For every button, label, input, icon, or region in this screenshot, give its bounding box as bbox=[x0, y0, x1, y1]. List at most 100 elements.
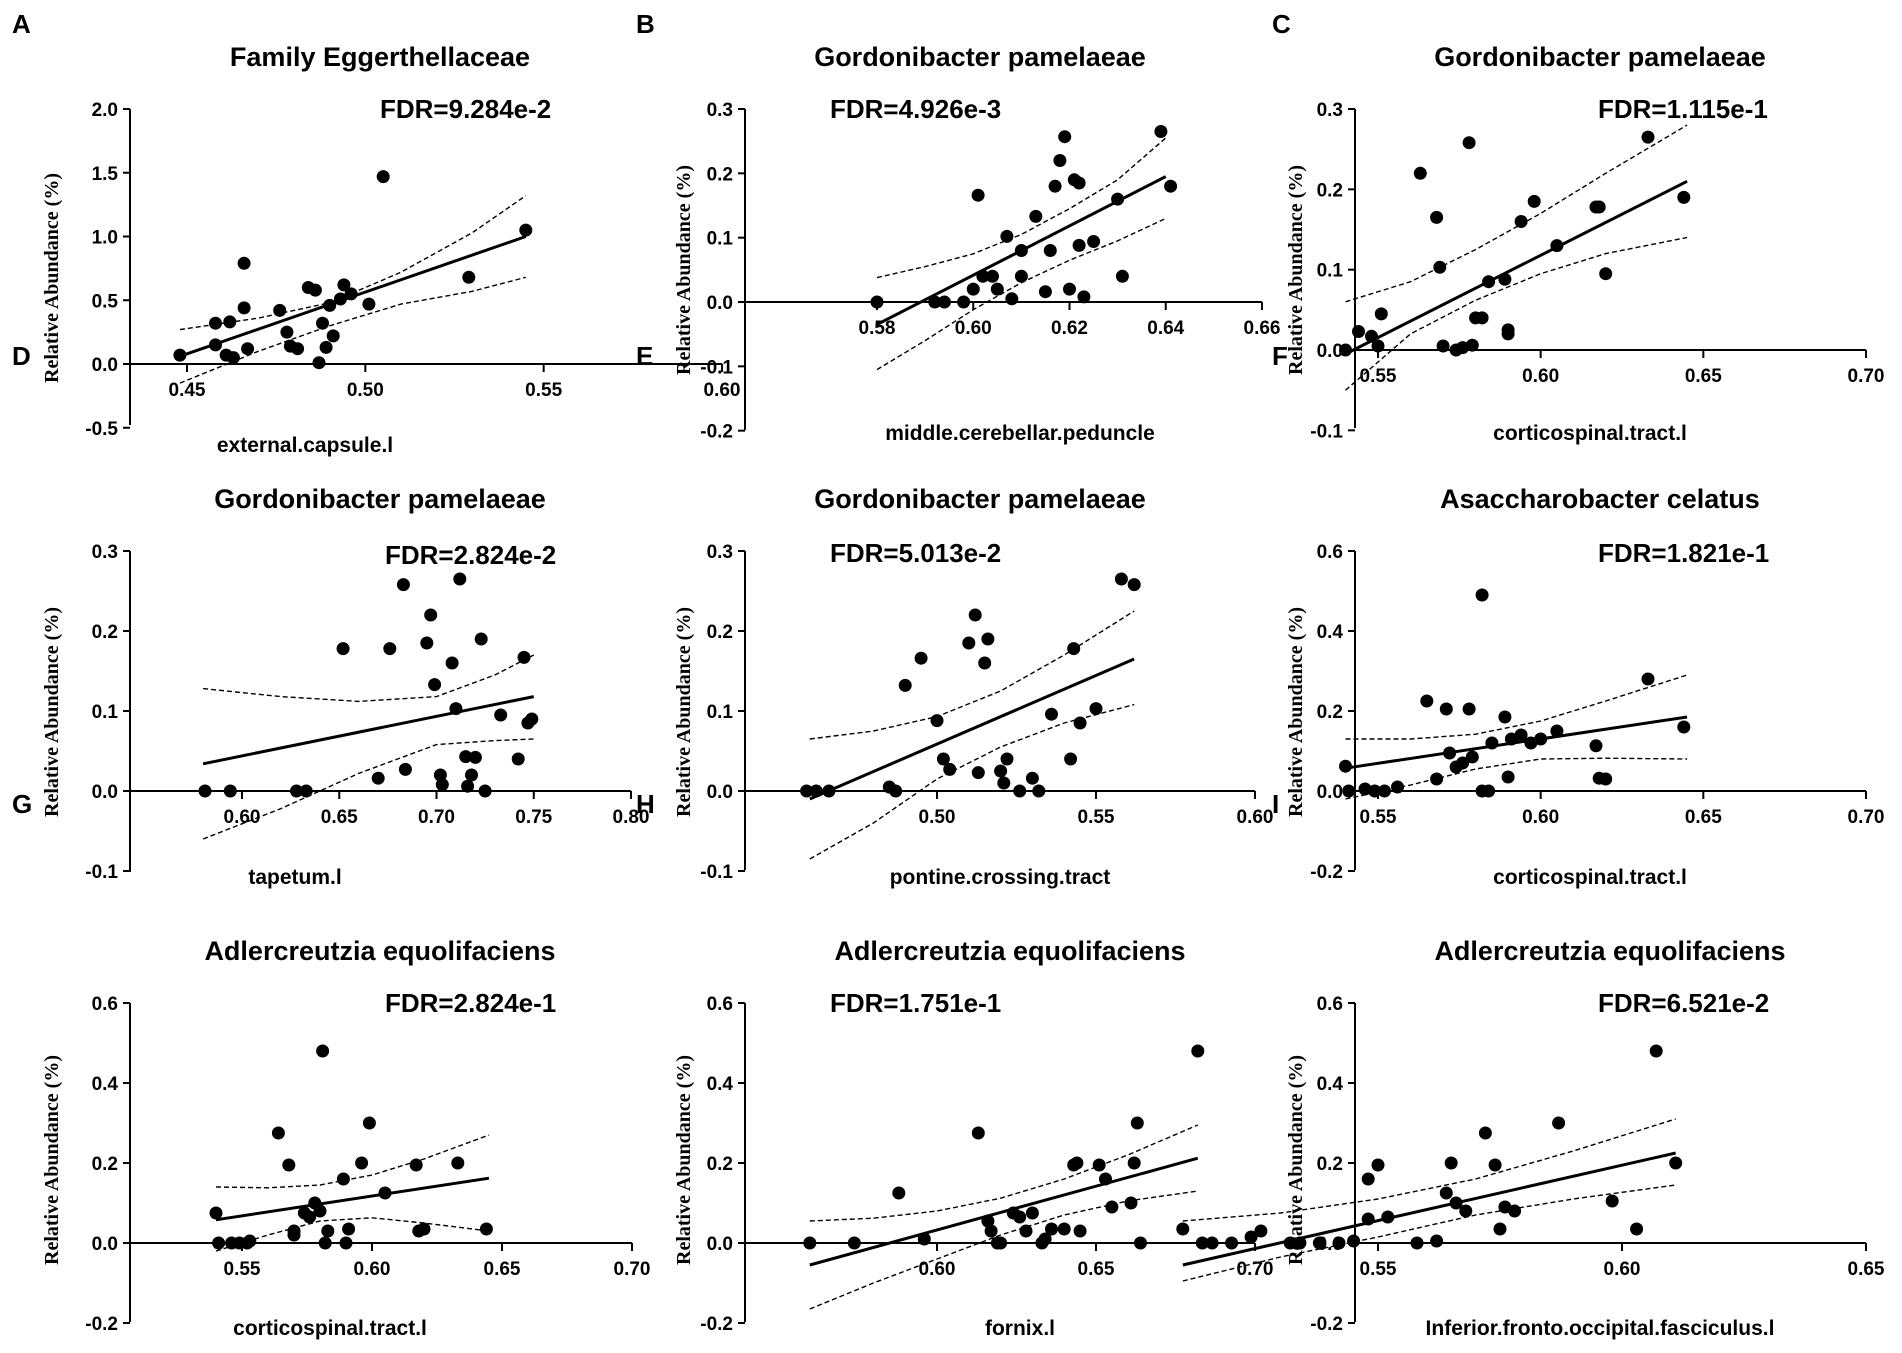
data-point bbox=[1589, 739, 1603, 753]
y-tick-label: 1.5 bbox=[92, 164, 119, 185]
data-point bbox=[1087, 235, 1101, 248]
data-point bbox=[223, 315, 237, 329]
x-tick-label: 0.65 bbox=[321, 807, 358, 828]
data-point bbox=[303, 1210, 317, 1224]
x-axis-label: corticospinal.tract.l bbox=[1493, 866, 1687, 889]
x-tick-label: 0.70 bbox=[1848, 366, 1885, 387]
data-point bbox=[1420, 694, 1434, 708]
y-tick-label: 0.2 bbox=[707, 622, 733, 643]
data-point bbox=[1677, 190, 1691, 204]
data-point bbox=[517, 650, 531, 664]
data-point bbox=[1025, 771, 1039, 785]
y-tick-label: -0.1 bbox=[1310, 421, 1343, 442]
data-point bbox=[237, 301, 251, 315]
x-tick-label: 0.70 bbox=[1237, 1259, 1274, 1280]
data-point bbox=[1514, 728, 1528, 742]
ci-lower-band bbox=[215, 1217, 490, 1252]
data-point bbox=[378, 1186, 392, 1200]
data-point bbox=[339, 1236, 353, 1250]
data-point bbox=[1374, 307, 1388, 321]
data-point bbox=[1115, 269, 1129, 283]
data-point bbox=[971, 766, 985, 780]
data-point bbox=[1485, 736, 1499, 750]
y-tick-label: 0.2 bbox=[92, 622, 118, 643]
data-point bbox=[1456, 341, 1470, 355]
data-point bbox=[1592, 200, 1606, 214]
data-point bbox=[241, 342, 255, 356]
data-point bbox=[1019, 1224, 1033, 1238]
fdr-annotation: FDR=2.824e-2 bbox=[385, 540, 556, 570]
data-point bbox=[1508, 1204, 1522, 1218]
data-point bbox=[1599, 772, 1613, 786]
data-point bbox=[1501, 770, 1515, 784]
ci-upper-band bbox=[179, 195, 527, 331]
data-point bbox=[396, 578, 410, 592]
y-tick-label: 0.0 bbox=[1317, 341, 1343, 362]
y-tick-label: 0.0 bbox=[707, 782, 733, 803]
x-tick-label: 0.55 bbox=[1360, 1259, 1397, 1280]
data-point bbox=[847, 1236, 861, 1250]
y-tick-label: 0.0 bbox=[92, 782, 118, 803]
x-tick-label: 0.75 bbox=[515, 807, 552, 828]
data-point bbox=[1134, 1236, 1147, 1250]
panel-letter: D bbox=[12, 341, 31, 371]
data-point bbox=[1433, 260, 1447, 274]
data-point bbox=[1465, 750, 1479, 764]
data-point bbox=[1449, 1196, 1463, 1210]
panel-d: D Gordonibacter pamelaeae FDR=2.824e-2 -0.1… bbox=[12, 341, 649, 889]
data-point bbox=[1465, 338, 1479, 352]
regression-line bbox=[215, 1176, 490, 1222]
data-point bbox=[428, 678, 442, 692]
data-point bbox=[355, 1156, 369, 1170]
data-point bbox=[1045, 707, 1058, 721]
data-point bbox=[1342, 784, 1356, 798]
data-point bbox=[465, 768, 478, 782]
y-tick-label: 0.3 bbox=[1317, 100, 1343, 121]
x-axis-label: tapetum.l bbox=[248, 866, 341, 889]
y-tick-label: 0.2 bbox=[92, 1154, 118, 1175]
y-axis-label: Relative Abundance (%) bbox=[1285, 165, 1307, 375]
x-tick-label: 0.55 bbox=[525, 380, 562, 401]
data-point bbox=[336, 1172, 350, 1186]
data-point bbox=[984, 1224, 998, 1238]
data-point bbox=[1073, 716, 1087, 730]
data-point bbox=[376, 170, 390, 184]
data-point bbox=[1514, 215, 1528, 228]
data-point bbox=[1339, 343, 1352, 357]
panel-letter: H bbox=[636, 789, 655, 819]
panel-letter: E bbox=[636, 341, 653, 371]
y-tick-label: 0.3 bbox=[707, 100, 733, 121]
data-point bbox=[1114, 572, 1128, 586]
data-point bbox=[962, 636, 976, 650]
data-point bbox=[1498, 710, 1512, 724]
data-point bbox=[978, 656, 992, 670]
data-point bbox=[1352, 325, 1365, 338]
data-point bbox=[1552, 1116, 1566, 1130]
data-point bbox=[1070, 1156, 1084, 1170]
data-point bbox=[424, 608, 438, 622]
ci-upper-band bbox=[1345, 674, 1688, 740]
data-point bbox=[930, 714, 944, 728]
fdr-annotation: FDR=5.013e-2 bbox=[830, 538, 1001, 568]
data-point bbox=[1482, 784, 1496, 798]
data-point bbox=[362, 297, 376, 311]
y-tick-label: 0.2 bbox=[1317, 702, 1343, 723]
y-axis-label: Relative Abundance (%) bbox=[1285, 1055, 1307, 1265]
y-tick-label: -0.2 bbox=[85, 1314, 118, 1335]
data-point bbox=[1413, 166, 1427, 180]
data-point bbox=[453, 572, 467, 586]
data-point bbox=[1063, 282, 1076, 296]
data-point bbox=[1339, 759, 1352, 773]
data-point bbox=[1332, 1236, 1346, 1250]
data-point bbox=[383, 642, 397, 656]
data-point bbox=[1038, 1232, 1052, 1246]
data-point bbox=[459, 750, 473, 764]
data-point bbox=[1550, 724, 1564, 738]
data-point bbox=[333, 292, 347, 306]
x-tick-label: 0.50 bbox=[919, 807, 956, 828]
x-tick-label: 0.55 bbox=[1360, 807, 1397, 828]
data-point bbox=[1358, 782, 1372, 796]
data-point bbox=[1025, 1206, 1039, 1220]
data-point bbox=[1439, 702, 1453, 716]
